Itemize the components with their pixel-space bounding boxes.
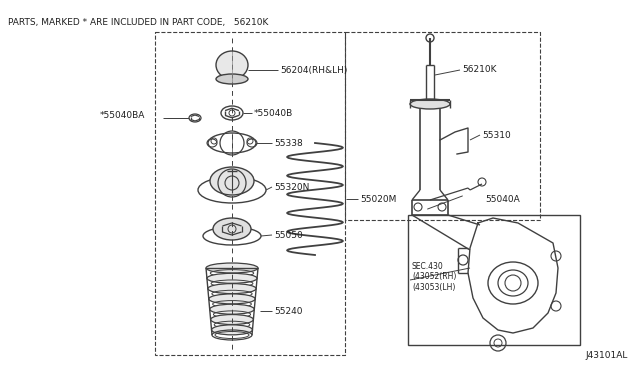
Text: *55040BA: *55040BA [100,112,145,121]
Ellipse shape [210,304,254,314]
Text: 55050: 55050 [274,231,303,240]
Text: *55040B: *55040B [254,109,293,118]
Ellipse shape [216,74,248,84]
Text: 55020M: 55020M [360,195,396,203]
Text: 56210K: 56210K [462,65,497,74]
Ellipse shape [210,167,254,195]
Text: 56204(RH&LH): 56204(RH&LH) [280,65,348,74]
Text: PARTS, MARKED * ARE INCLUDED IN PART CODE,   56210K: PARTS, MARKED * ARE INCLUDED IN PART COD… [8,18,268,27]
Text: SEC.430
(43052(RH)
(43053(LH): SEC.430 (43052(RH) (43053(LH) [412,262,456,292]
Text: 55320N: 55320N [274,183,309,192]
Text: J43101AL: J43101AL [586,351,628,360]
Ellipse shape [216,51,248,79]
Ellipse shape [209,294,255,304]
Ellipse shape [213,218,251,240]
Ellipse shape [206,263,258,273]
Text: 55040A: 55040A [485,196,520,205]
Ellipse shape [207,273,257,283]
Ellipse shape [410,99,450,109]
Ellipse shape [208,283,256,294]
Ellipse shape [212,325,252,335]
Ellipse shape [211,315,253,324]
Text: 55338: 55338 [274,138,303,148]
Text: 55240: 55240 [274,307,303,315]
Text: 55310: 55310 [482,131,511,140]
